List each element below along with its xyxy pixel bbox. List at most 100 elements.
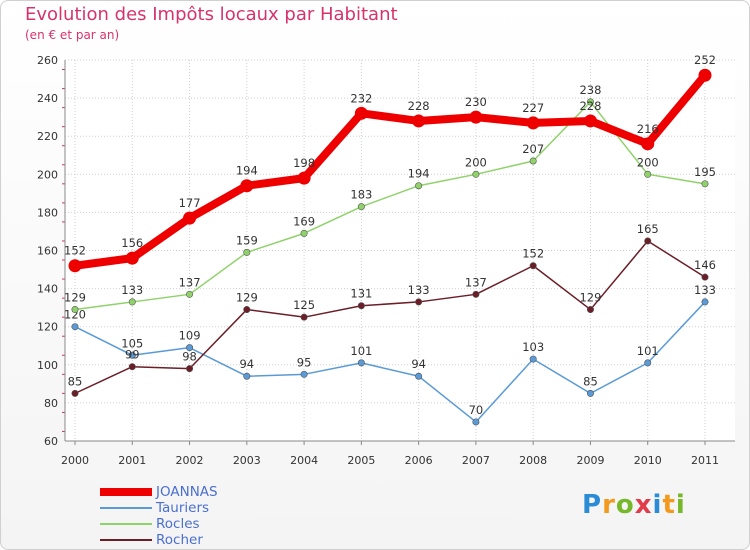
data-label-joannas: 232: [350, 91, 372, 105]
data-label-rocles: 207: [522, 142, 544, 156]
data-point-tauriers: [472, 418, 480, 426]
data-point-joannas: [354, 106, 368, 120]
legend-swatch: [100, 523, 152, 525]
data-point-tauriers: [586, 389, 594, 397]
legend-item-rocles: Rocles: [100, 516, 218, 532]
logo-letter: i: [652, 490, 663, 520]
data-point-rocher: [71, 389, 79, 397]
y-tick-label: 180: [37, 206, 58, 219]
x-tick-label: 2004: [290, 454, 318, 467]
logo-letter: o: [615, 490, 635, 520]
data-point-rocles: [415, 182, 423, 190]
legend-swatch: [100, 539, 152, 541]
data-point-tauriers: [415, 372, 423, 380]
data-label-rocles: 238: [579, 83, 601, 97]
x-tick-label: 2008: [519, 454, 547, 467]
data-label-tauriers: 133: [694, 283, 716, 297]
data-label-rocher: 165: [637, 222, 659, 236]
data-point-tauriers: [128, 351, 136, 359]
x-tick-label: 2002: [176, 454, 204, 467]
data-point-rocles: [128, 298, 136, 306]
x-tick-label: 2007: [462, 454, 490, 467]
data-point-rocher: [472, 290, 480, 298]
y-tick-label: 140: [37, 283, 58, 296]
data-label-rocles: 159: [236, 233, 258, 247]
data-label-tauriers: 120: [64, 308, 86, 322]
data-point-joannas: [526, 116, 540, 130]
data-point-rocles: [186, 290, 194, 298]
chart-title: Evolution des Impôts locaux par Habitant: [25, 4, 398, 25]
data-point-tauriers: [186, 344, 194, 352]
data-label-tauriers: 70: [469, 403, 484, 417]
data-label-rocles: 183: [350, 188, 372, 202]
data-label-joannas: 227: [522, 101, 544, 115]
data-point-rocles: [701, 180, 709, 188]
data-label-joannas: 152: [64, 244, 86, 258]
data-point-joannas: [469, 110, 483, 124]
legend-swatch: [100, 488, 152, 496]
y-tick-label: 220: [37, 130, 58, 143]
data-label-rocher: 146: [694, 258, 716, 272]
data-label-rocles: 200: [637, 155, 659, 169]
x-tick-label: 2010: [634, 454, 662, 467]
x-tick-label: 2003: [233, 454, 261, 467]
y-tick-label: 60: [44, 435, 58, 448]
data-point-joannas: [698, 68, 712, 82]
data-label-rocles: 137: [179, 275, 201, 289]
proxiti-logo: Proxiti: [582, 490, 686, 520]
data-point-tauriers: [644, 359, 652, 367]
data-point-rocher: [243, 306, 251, 314]
logo-letter: P: [582, 490, 603, 520]
data-point-joannas: [125, 251, 139, 265]
data-point-rocher: [357, 302, 365, 310]
data-point-rocles: [357, 203, 365, 211]
data-point-joannas: [297, 171, 311, 185]
y-tick-label: 160: [37, 245, 58, 258]
data-point-rocles: [529, 157, 537, 165]
data-label-tauriers: 101: [637, 344, 659, 358]
logo-letter: r: [602, 490, 616, 520]
data-point-tauriers: [243, 372, 251, 380]
data-point-rocles: [644, 170, 652, 178]
data-label-joannas: 198: [293, 156, 315, 170]
data-label-rocher: 137: [465, 275, 487, 289]
data-point-joannas: [641, 137, 655, 151]
data-label-joannas: 252: [694, 53, 716, 67]
data-label-rocles: 194: [408, 167, 430, 181]
data-label-rocher: 129: [236, 291, 258, 305]
x-tick-label: 2006: [405, 454, 433, 467]
data-point-joannas: [412, 114, 426, 128]
data-point-rocher: [586, 306, 594, 314]
data-point-rocher: [415, 298, 423, 306]
data-label-tauriers: 103: [522, 340, 544, 354]
data-label-rocher: 131: [350, 287, 372, 301]
data-point-joannas: [240, 179, 254, 193]
legend-item-rocher: Rocher: [100, 532, 218, 548]
series-line-rocles: [74, 101, 706, 311]
data-label-tauriers: 85: [583, 374, 598, 388]
y-tick-label: 80: [44, 397, 58, 410]
data-point-rocles: [586, 98, 594, 106]
y-tick-label: 100: [37, 359, 58, 372]
data-point-rocles: [243, 248, 251, 256]
x-tick-label: 2000: [61, 454, 89, 467]
data-label-tauriers: 94: [411, 357, 426, 371]
series-line-joannas: [71, 71, 709, 270]
data-point-rocles: [472, 170, 480, 178]
data-label-tauriers: 95: [297, 355, 312, 369]
data-point-tauriers: [357, 359, 365, 367]
logo-letter: t: [662, 490, 676, 520]
data-point-joannas: [183, 211, 197, 225]
data-point-rocher: [300, 313, 308, 321]
data-point-rocles: [300, 229, 308, 237]
x-tick-label: 2009: [576, 454, 604, 467]
data-point-tauriers: [300, 370, 308, 378]
data-label-rocher: 133: [408, 283, 430, 297]
data-label-tauriers: 109: [179, 329, 201, 343]
data-label-rocles: 129: [64, 291, 86, 305]
legend-label: JOANNAS: [156, 484, 218, 500]
data-label-rocles: 169: [293, 214, 315, 228]
logo-letter: x: [634, 490, 653, 520]
legend-item-tauriers: Tauriers: [100, 500, 218, 516]
data-label-rocher: 85: [68, 374, 83, 388]
